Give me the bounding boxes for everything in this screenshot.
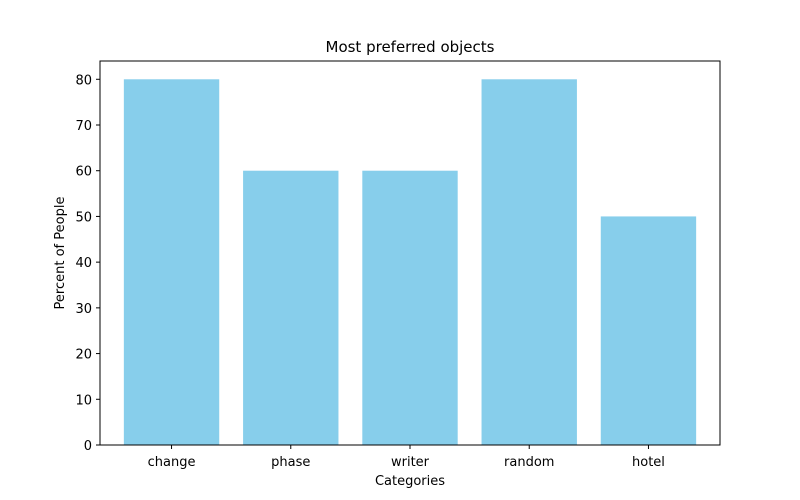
bar-phase	[243, 170, 339, 445]
bar-hotel	[600, 216, 697, 445]
y-tick-label: 0	[84, 439, 92, 454]
x-axis-label: Categories	[375, 474, 445, 489]
y-tick-label: 40	[75, 256, 92, 271]
y-tick-label: 50	[75, 210, 92, 225]
plot-frame	[99, 60, 721, 446]
x-tick-label: hotel	[632, 455, 665, 470]
x-tick-label: phase	[271, 455, 310, 470]
y-tick-label: 80	[75, 73, 92, 88]
y-axis-ticks: 0 10 20 30 40 50 60 70 80	[75, 73, 100, 454]
bar-random	[481, 79, 577, 445]
x-axis-ticks: change phase writer random hotel	[148, 445, 665, 470]
x-tick-label: change	[148, 455, 196, 470]
y-tick-label: 30	[75, 302, 92, 317]
x-tick-label: random	[504, 455, 554, 470]
y-tick-label: 10	[75, 393, 92, 408]
bar-change	[123, 79, 220, 445]
y-tick-label: 20	[75, 348, 92, 363]
x-tick-label: writer	[391, 455, 430, 470]
y-tick-label: 70	[75, 119, 92, 134]
y-tick-label: 60	[75, 165, 92, 180]
y-axis-label: Percent of People	[53, 197, 68, 310]
chart-title: Most preferred objects	[326, 38, 495, 56]
bar-writer	[362, 170, 458, 445]
bars-layer	[123, 79, 697, 445]
